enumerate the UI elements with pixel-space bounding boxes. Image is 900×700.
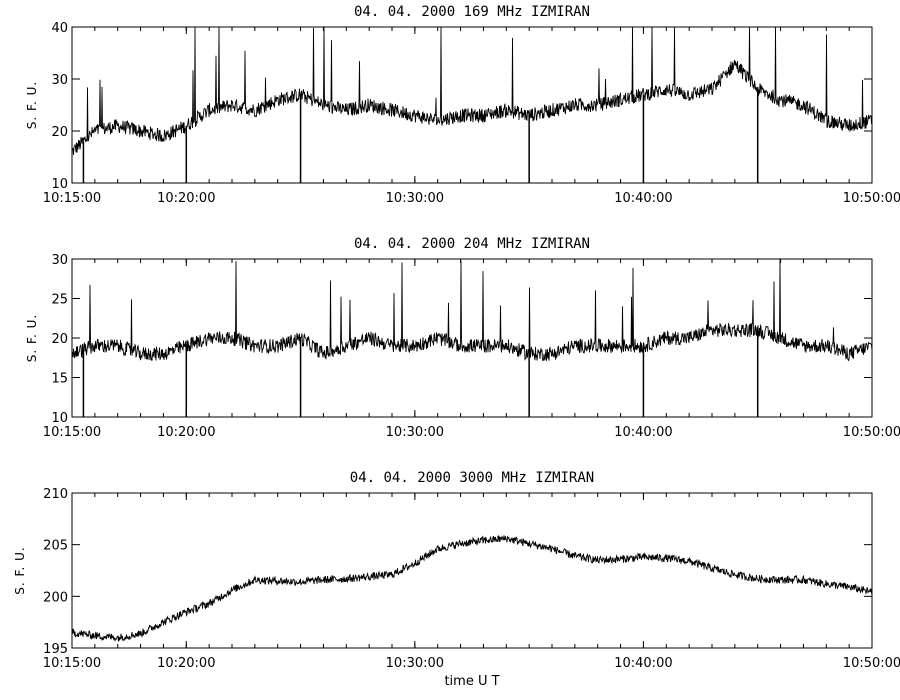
y-tick-label: 20 <box>51 332 68 347</box>
y-tick-label: 10 <box>51 177 68 192</box>
y-tick-label: 30 <box>51 253 68 268</box>
x-tick-label: 10:40:00 <box>614 425 672 440</box>
x-tick-label: 10:15:00 <box>43 425 101 440</box>
x-axis-label: time U T <box>444 674 499 689</box>
x-tick-label: 10:50:00 <box>843 656 900 671</box>
y-tick-label: 10 <box>51 411 68 426</box>
y-axis-label: S. F. U. <box>25 314 39 362</box>
series-line <box>71 535 873 642</box>
x-tick-label: 10:30:00 <box>386 656 444 671</box>
chart-title: 04. 04. 2000 169 MHz IZMIRAN <box>354 4 590 20</box>
chart-title: 04. 04. 2000 204 MHz IZMIRAN <box>354 236 590 252</box>
y-tick-label: 205 <box>43 539 68 554</box>
series-line <box>71 258 873 362</box>
x-tick-label: 10:40:00 <box>614 191 672 206</box>
x-tick-label: 10:30:00 <box>386 425 444 440</box>
x-tick-label: 10:50:00 <box>843 191 900 206</box>
x-tick-label: 10:20:00 <box>157 425 215 440</box>
x-tick-label: 10:20:00 <box>157 656 215 671</box>
plot-frame <box>71 26 873 184</box>
y-tick-label: 30 <box>51 73 68 88</box>
plot-frame <box>71 492 873 649</box>
panel-3: 04. 04. 2000 3000 MHz IZMIRAN S. F. U. 195… <box>13 470 900 689</box>
series-line <box>71 26 873 156</box>
x-tick-label: 10:15:00 <box>43 656 101 671</box>
x-tick-label: 10:20:00 <box>157 191 215 206</box>
y-tick-label: 15 <box>51 372 68 387</box>
y-tick-label: 195 <box>43 642 68 657</box>
y-tick-label: 210 <box>43 487 68 502</box>
panel-1: 04. 04. 2000 169 MHz IZMIRAN S. F. U. 10 20… <box>25 4 900 206</box>
x-tick-label: 10:15:00 <box>43 191 101 206</box>
y-axis-label: S. F. U. <box>25 81 39 129</box>
x-tick-label: 10:50:00 <box>843 425 900 440</box>
y-tick-label: 25 <box>51 293 68 308</box>
y-tick-label: 20 <box>51 125 68 140</box>
y-axis-label: S. F. U. <box>13 546 27 594</box>
panel-2: 04. 04. 2000 204 MHz IZMIRAN S. F. U. 10 15… <box>25 236 900 440</box>
x-tick-label: 10:40:00 <box>614 656 672 671</box>
x-tick-label: 10:30:00 <box>386 191 444 206</box>
y-tick-label: 200 <box>43 590 68 605</box>
y-tick-label: 40 <box>51 21 68 36</box>
plot-frame <box>71 258 873 418</box>
chart-title: 04. 04. 2000 3000 MHz IZMIRAN <box>350 470 594 486</box>
